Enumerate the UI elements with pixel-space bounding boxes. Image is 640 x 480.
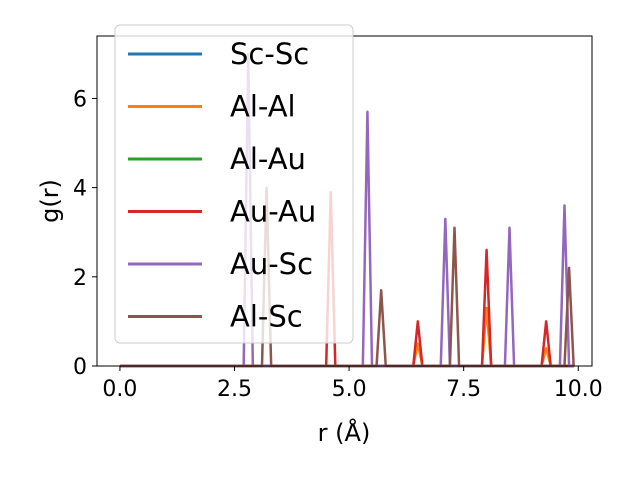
x-tick-label: 10.0 — [554, 377, 603, 402]
legend-label-al-al: Al-Al — [230, 90, 296, 124]
x-tick-label: 5.0 — [332, 377, 367, 402]
y-axis: 0 2 4 6 — [73, 87, 97, 380]
series-line-al-al — [119, 306, 574, 368]
legend-label-au-au: Au-Au — [230, 195, 316, 229]
y-tick-label: 2 — [73, 266, 87, 291]
y-tick-label: 6 — [73, 87, 87, 112]
x-tick-label: 0.0 — [102, 377, 137, 402]
x-tick-label: 7.5 — [446, 377, 481, 402]
legend-label-al-au: Al-Au — [230, 142, 306, 176]
legend: Sc-Sc Al-Al Al-Au Au-Au Au-Sc Al-Sc — [114, 24, 354, 344]
x-tick-label: 2.5 — [217, 377, 252, 402]
legend-box — [114, 24, 354, 344]
x-axis: 0.0 2.5 5.0 7.5 10.0 — [102, 366, 603, 402]
y-tick-label: 4 — [73, 177, 87, 202]
legend-label-au-sc: Au-Sc — [230, 247, 313, 281]
y-tick-label: 0 — [73, 355, 87, 380]
legend-label-al-sc: Al-Sc — [230, 300, 303, 334]
legend-label-sc-sc: Sc-Sc — [230, 37, 309, 71]
x-axis-label: r (Å) — [318, 418, 371, 447]
y-axis-label: g(r) — [36, 179, 64, 223]
